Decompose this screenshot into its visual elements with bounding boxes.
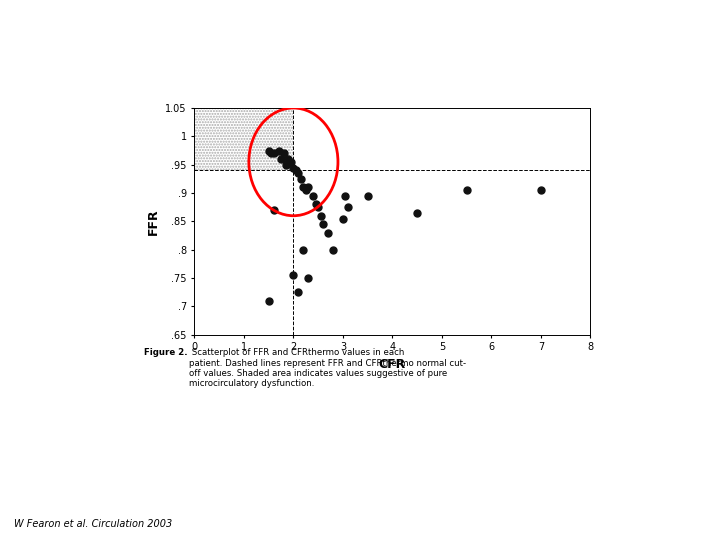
- Point: [263, 296, 274, 305]
- Point: [263, 146, 274, 155]
- Point: [461, 186, 472, 194]
- Point: [362, 192, 374, 200]
- Point: [283, 155, 294, 164]
- Point: [295, 174, 307, 183]
- Point: [327, 245, 339, 254]
- Point: [340, 192, 351, 200]
- Bar: [194, 108, 294, 171]
- Point: [297, 183, 309, 192]
- Point: [292, 169, 304, 178]
- Point: [300, 186, 312, 194]
- Text: Scatterplot of FFR and CFRthermo values in each
patient. Dashed lines represent : Scatterplot of FFR and CFRthermo values …: [189, 348, 467, 388]
- Text: Figure 2.: Figure 2.: [144, 348, 188, 357]
- Point: [302, 183, 314, 192]
- Point: [280, 160, 292, 169]
- Point: [307, 192, 319, 200]
- Text: Simultaneous assessment of fractional and coronary flow reserves in cardiac
tran: Simultaneous assessment of fractional an…: [13, 19, 707, 70]
- Point: [266, 149, 277, 158]
- Point: [337, 214, 348, 223]
- Point: [411, 208, 423, 217]
- Point: [275, 155, 287, 164]
- Point: [297, 245, 309, 254]
- Point: [302, 274, 314, 282]
- Point: [290, 166, 302, 175]
- Point: [312, 203, 324, 212]
- Point: [288, 271, 300, 280]
- X-axis label: CFR: CFR: [379, 358, 406, 371]
- Point: [315, 211, 326, 220]
- Point: [268, 206, 279, 214]
- Point: [278, 149, 289, 158]
- Point: [318, 220, 329, 228]
- Point: [292, 288, 304, 296]
- Point: [285, 158, 297, 166]
- Point: [342, 203, 354, 212]
- Point: [288, 163, 300, 172]
- Text: W Fearon et al. Circulation 2003: W Fearon et al. Circulation 2003: [14, 519, 173, 529]
- Point: [268, 149, 279, 158]
- Point: [535, 186, 546, 194]
- Point: [273, 146, 284, 155]
- Point: [310, 200, 321, 209]
- Y-axis label: FFR: FFR: [147, 208, 160, 235]
- Point: [323, 228, 334, 237]
